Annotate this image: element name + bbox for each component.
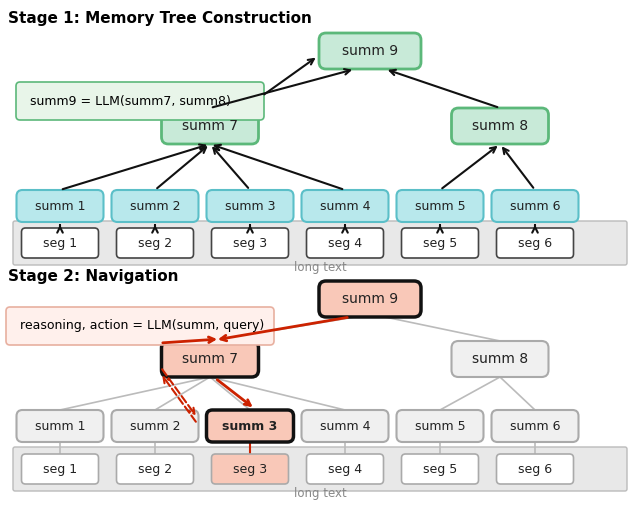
Text: summ 5: summ 5 (415, 200, 465, 213)
FancyBboxPatch shape (116, 454, 193, 484)
FancyBboxPatch shape (497, 454, 573, 484)
Text: summ 1: summ 1 (35, 419, 85, 432)
Text: seg 3: seg 3 (233, 463, 267, 476)
FancyBboxPatch shape (319, 33, 421, 69)
FancyBboxPatch shape (13, 447, 627, 491)
FancyBboxPatch shape (492, 190, 579, 222)
Text: summ 8: summ 8 (472, 119, 528, 133)
Text: seg 1: seg 1 (43, 237, 77, 250)
Text: reasoning, action = LLM(summ, query): reasoning, action = LLM(summ, query) (20, 319, 264, 332)
Text: seg 3: seg 3 (233, 237, 267, 250)
Text: long text: long text (294, 487, 346, 500)
FancyBboxPatch shape (161, 341, 259, 377)
Text: summ 7: summ 7 (182, 119, 238, 133)
FancyBboxPatch shape (111, 410, 198, 442)
FancyBboxPatch shape (16, 82, 264, 120)
FancyBboxPatch shape (22, 454, 99, 484)
FancyBboxPatch shape (17, 190, 104, 222)
Text: seg 1: seg 1 (43, 463, 77, 476)
Text: seg 2: seg 2 (138, 463, 172, 476)
FancyBboxPatch shape (492, 410, 579, 442)
Text: seg 6: seg 6 (518, 237, 552, 250)
FancyBboxPatch shape (111, 190, 198, 222)
FancyBboxPatch shape (451, 341, 548, 377)
FancyBboxPatch shape (6, 307, 274, 345)
Text: seg 4: seg 4 (328, 237, 362, 250)
FancyBboxPatch shape (301, 190, 388, 222)
FancyBboxPatch shape (17, 410, 104, 442)
FancyBboxPatch shape (397, 410, 483, 442)
Text: summ 6: summ 6 (509, 419, 560, 432)
FancyBboxPatch shape (307, 228, 383, 258)
FancyBboxPatch shape (22, 228, 99, 258)
Text: summ 6: summ 6 (509, 200, 560, 213)
FancyBboxPatch shape (397, 190, 483, 222)
Text: summ 9: summ 9 (342, 292, 398, 306)
FancyBboxPatch shape (401, 228, 479, 258)
Text: Stage 2: Navigation: Stage 2: Navigation (8, 269, 179, 284)
FancyBboxPatch shape (211, 454, 289, 484)
FancyBboxPatch shape (301, 410, 388, 442)
Text: summ 3: summ 3 (225, 200, 275, 213)
FancyBboxPatch shape (116, 228, 193, 258)
FancyBboxPatch shape (451, 108, 548, 144)
FancyBboxPatch shape (307, 454, 383, 484)
FancyBboxPatch shape (207, 410, 294, 442)
FancyBboxPatch shape (401, 454, 479, 484)
Text: Stage 1: Memory Tree Construction: Stage 1: Memory Tree Construction (8, 11, 312, 26)
Text: seg 4: seg 4 (328, 463, 362, 476)
Text: summ 7: summ 7 (182, 352, 238, 366)
FancyBboxPatch shape (161, 108, 259, 144)
Text: summ 5: summ 5 (415, 419, 465, 432)
Text: seg 2: seg 2 (138, 237, 172, 250)
FancyBboxPatch shape (319, 281, 421, 317)
Text: seg 6: seg 6 (518, 463, 552, 476)
Text: summ 2: summ 2 (130, 200, 180, 213)
FancyBboxPatch shape (497, 228, 573, 258)
FancyBboxPatch shape (13, 221, 627, 265)
Text: summ 4: summ 4 (320, 200, 371, 213)
Text: summ 9: summ 9 (342, 44, 398, 58)
Text: summ 8: summ 8 (472, 352, 528, 366)
Text: seg 5: seg 5 (423, 237, 457, 250)
Text: summ 3: summ 3 (222, 419, 278, 432)
Text: summ 4: summ 4 (320, 419, 371, 432)
Text: summ 2: summ 2 (130, 419, 180, 432)
FancyBboxPatch shape (207, 190, 294, 222)
Text: summ9 = LLM(summ7, summ8): summ9 = LLM(summ7, summ8) (30, 94, 231, 107)
FancyBboxPatch shape (211, 228, 289, 258)
Text: summ 1: summ 1 (35, 200, 85, 213)
Text: long text: long text (294, 261, 346, 274)
Text: seg 5: seg 5 (423, 463, 457, 476)
